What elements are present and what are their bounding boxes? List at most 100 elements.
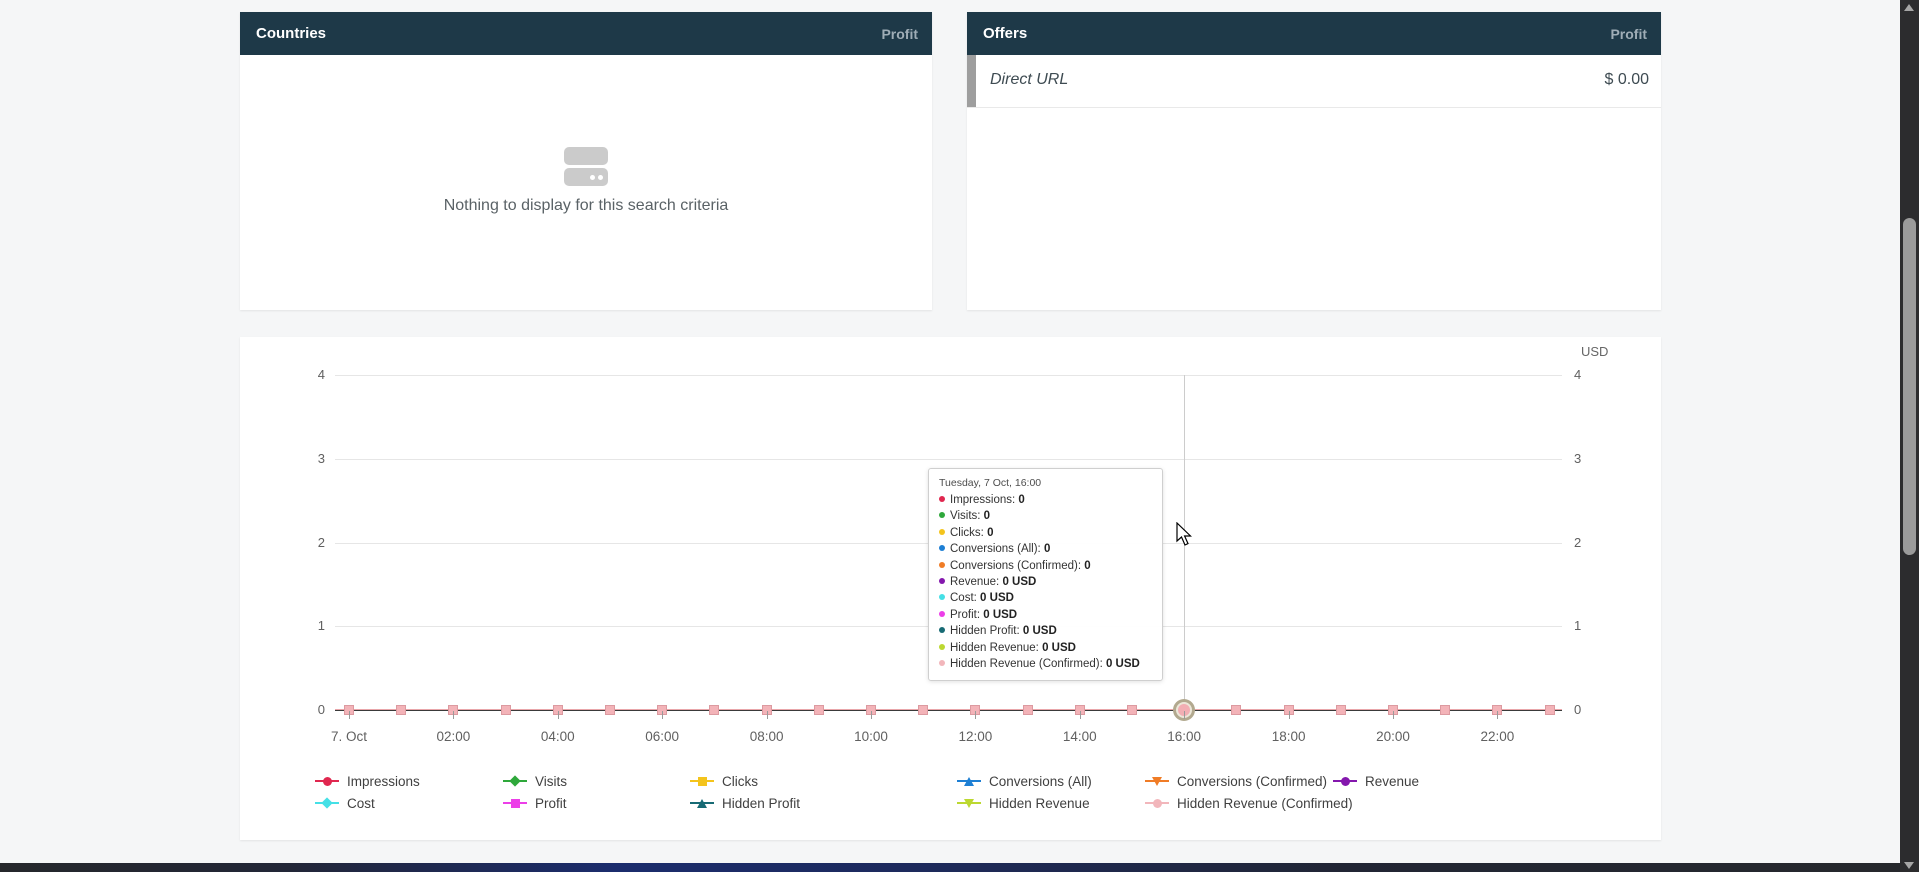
x-axis-tick (1288, 711, 1290, 719)
vertical-scrollbar[interactable] (1900, 0, 1919, 872)
data-point-marker[interactable] (605, 705, 615, 715)
legend-label: Impressions (347, 773, 420, 789)
y-axis-label-left: 2 (317, 534, 325, 550)
x-axis-label: 12:00 (958, 729, 993, 744)
countries-panel: Countries Profit Nothing to display for … (240, 12, 932, 310)
y-gridline (335, 375, 1562, 376)
legend-label: Hidden Revenue (989, 795, 1090, 811)
legend-label: Conversions (All) (989, 773, 1092, 789)
legend-item[interactable]: Conversions (All) (957, 773, 1092, 789)
legend-item[interactable]: Cost (315, 795, 375, 811)
x-axis-line (335, 710, 1562, 711)
legend-marker-icon (1145, 775, 1169, 787)
x-axis-label: 10:00 (854, 729, 888, 744)
x-axis-tick (975, 711, 977, 719)
data-point-marker[interactable] (1440, 705, 1451, 715)
series-line-zero (335, 709, 1562, 710)
data-point-marker[interactable] (1231, 705, 1242, 715)
tooltip-series-dot-icon (939, 512, 945, 519)
x-axis-label: 20:00 (1376, 729, 1410, 744)
x-axis-label: 16:00 (1167, 729, 1202, 744)
legend-item[interactable]: Profit (503, 795, 567, 811)
scrollbar-thumb[interactable] (1903, 218, 1916, 555)
x-axis-tick (1497, 711, 1499, 719)
x-axis-label: 02:00 (436, 729, 471, 744)
x-axis-tick (1393, 711, 1394, 719)
countries-panel-header: Countries Profit (240, 12, 932, 55)
data-point-marker[interactable] (500, 705, 511, 715)
legend-marker-icon (1145, 797, 1169, 809)
legend-item[interactable]: Impressions (315, 773, 420, 789)
tooltip-item: Hidden Revenue (Confirmed): 0 USD (939, 656, 1152, 672)
data-point-marker[interactable] (1127, 705, 1137, 715)
x-axis-tick (662, 711, 664, 719)
y-gridline (335, 458, 1562, 460)
legend-item[interactable]: Hidden Profit (690, 795, 801, 811)
x-axis-tick (349, 711, 350, 719)
legend-marker-icon (957, 775, 981, 787)
x-axis-tick (557, 711, 559, 719)
data-point-marker[interactable] (1022, 705, 1033, 715)
legend-label: Revenue (1365, 773, 1420, 789)
right-axis-unit-label: USD (1581, 344, 1609, 359)
legend-label: Profit (535, 795, 567, 811)
data-point-marker[interactable] (396, 705, 407, 715)
tooltip-series-dot-icon (939, 660, 945, 667)
offer-name[interactable]: Direct URL (990, 71, 1069, 88)
legend-label: Conversions (Confirmed) (1177, 773, 1328, 789)
y-axis-label-right: 4 (1574, 367, 1582, 382)
tooltip-series-dot-icon (939, 643, 945, 650)
scrollbar-up-arrow-icon[interactable] (1904, 4, 1914, 11)
legend-item[interactable]: Revenue (1333, 773, 1420, 789)
tooltip-series-dot-icon (939, 528, 945, 535)
offer-row-accent-bar (967, 55, 976, 107)
countries-empty-state: Nothing to display for this search crite… (240, 147, 932, 215)
offer-row-separator (967, 107, 1661, 108)
legend-marker-icon (315, 797, 339, 809)
tooltip-item: Conversions (All): 0 (939, 541, 1152, 557)
tooltip-item: Impressions: 0 (939, 492, 1152, 508)
legend-label: Cost (347, 795, 375, 811)
legend-label: Hidden Revenue (Confirmed) (1177, 795, 1353, 811)
x-axis-tick (1184, 711, 1186, 719)
legend-marker-icon (1333, 775, 1357, 787)
tooltip-series-dot-icon (939, 496, 945, 502)
data-point-marker[interactable] (1335, 705, 1346, 715)
y-axis-label-right: 1 (1574, 618, 1582, 634)
data-point-marker[interactable] (813, 705, 824, 715)
scrollbar-down-arrow-icon[interactable] (1904, 862, 1914, 869)
y-axis-label-left: 3 (317, 450, 325, 466)
legend-marker-icon (690, 775, 714, 787)
y-axis-label-right: 2 (1574, 534, 1582, 550)
offers-row-direct-url[interactable]: Direct URL $ 0.00 (967, 55, 1661, 107)
x-axis-tick (1079, 711, 1081, 719)
y-axis-label-right: 3 (1574, 450, 1582, 466)
offer-profit-value: $ 0.00 (1604, 71, 1649, 88)
tooltip-item: Cost: 0 USD (939, 590, 1152, 606)
y-axis-label-left: 0 (317, 702, 325, 717)
chart-tooltip: Tuesday, 7 Oct, 16:00 Impressions: 0 Visi… (928, 468, 1163, 682)
legend-marker-icon (690, 797, 714, 809)
legend-item[interactable]: Hidden Revenue (957, 795, 1090, 811)
tooltip-item: Conversions (Confirmed): 0 (939, 558, 1152, 574)
data-point-marker[interactable] (709, 705, 720, 715)
x-axis-tick (453, 711, 455, 719)
legend-item[interactable]: Clicks (690, 774, 758, 789)
legend-marker-icon (503, 775, 527, 787)
tooltip-title: Tuesday, 7 Oct, 16:00 (939, 477, 1042, 489)
legend-item[interactable]: Conversions (Confirmed) (1145, 773, 1328, 789)
legend-item[interactable]: Hidden Revenue (Confirmed) (1145, 795, 1353, 811)
legend-label: Hidden Profit (722, 795, 801, 811)
data-point-marker[interactable] (918, 705, 929, 715)
offers-panel: Offers Profit Direct URL $ 0.00 (967, 12, 1661, 310)
legend-item[interactable]: Visits (503, 773, 568, 789)
x-axis-label: 18:00 (1271, 729, 1306, 744)
x-axis-label: 7. Oct (330, 729, 367, 744)
countries-profit-column-label: Profit (881, 25, 918, 42)
legend-label: Visits (535, 773, 568, 789)
y-axis-label-left: 4 (317, 367, 325, 382)
data-point-marker[interactable] (1544, 705, 1555, 715)
countries-empty-message: Nothing to display for this search crite… (443, 197, 729, 214)
traffic-chart-panel: USD 4 4 3 3 2 2 1 1 0 0 7. Oct 02:00 04:00 06:00 08:00… (240, 337, 1661, 840)
